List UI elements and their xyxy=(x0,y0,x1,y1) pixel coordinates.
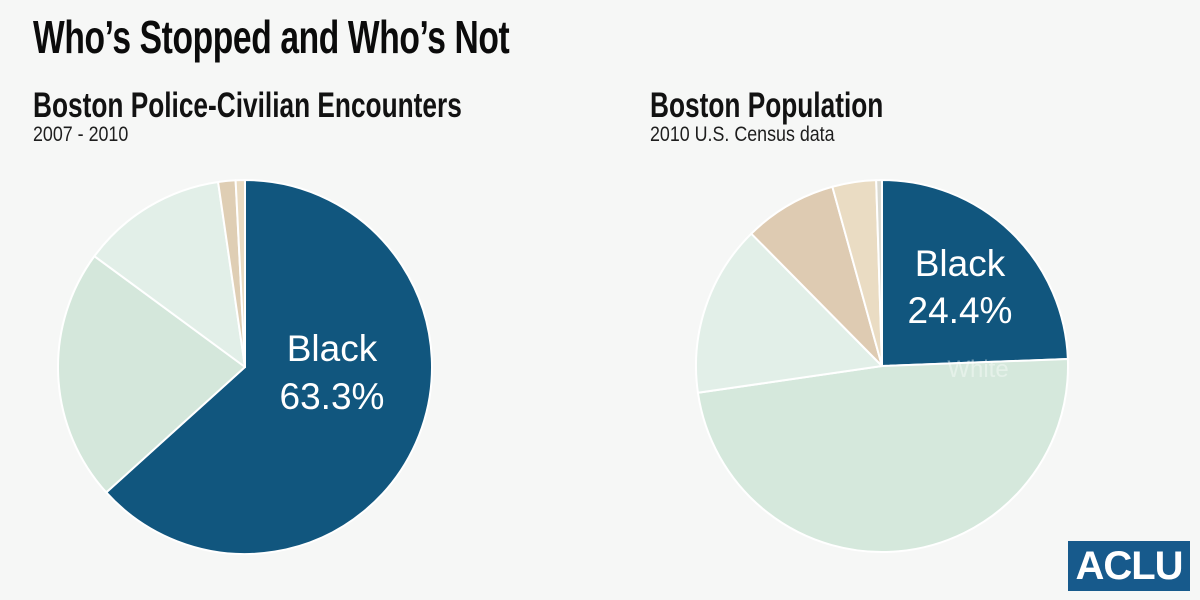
pie-callout-population: Black 24.4% xyxy=(865,240,1055,334)
pie-callout-line1: Black xyxy=(914,243,1006,284)
pie-slice-unlabeled-3 xyxy=(750,185,883,367)
pie-callout-line2: 63.3% xyxy=(279,376,385,417)
pie-slice-unlabeled-5 xyxy=(875,178,883,367)
pie-slice-white xyxy=(696,357,1069,553)
chart-subtitle-encounters: 2007 - 2010 xyxy=(33,123,129,146)
pie-callout-line2: 24.4% xyxy=(907,290,1013,331)
chart-subtitle-population: 2010 U.S. Census data xyxy=(650,123,835,146)
pie-slice-unlabeled-2 xyxy=(93,180,246,368)
aclu-logo: ACLU xyxy=(1068,541,1190,591)
page-title: Who’s Stopped and Who’s Not xyxy=(33,11,510,63)
pie-chart-population xyxy=(695,178,1069,553)
pie-chart-encounters xyxy=(57,179,433,555)
pie-callout-encounters: Black 63.3% xyxy=(237,325,427,421)
pie-slice-black xyxy=(881,179,1069,367)
chart-title-encounters: Boston Police-Civilian Encounters xyxy=(33,86,462,125)
pie-slice-unlabeled-2 xyxy=(695,232,883,394)
pie-slice-black xyxy=(105,179,433,555)
pie-callout-line1: Black xyxy=(286,328,378,369)
pie-overlay-label-white: White xyxy=(947,356,1009,383)
chart-title-population: Boston Population xyxy=(650,86,884,125)
pie-slice-unlabeled-4 xyxy=(234,179,246,368)
pie-slice-unlabeled-1 xyxy=(57,255,246,494)
